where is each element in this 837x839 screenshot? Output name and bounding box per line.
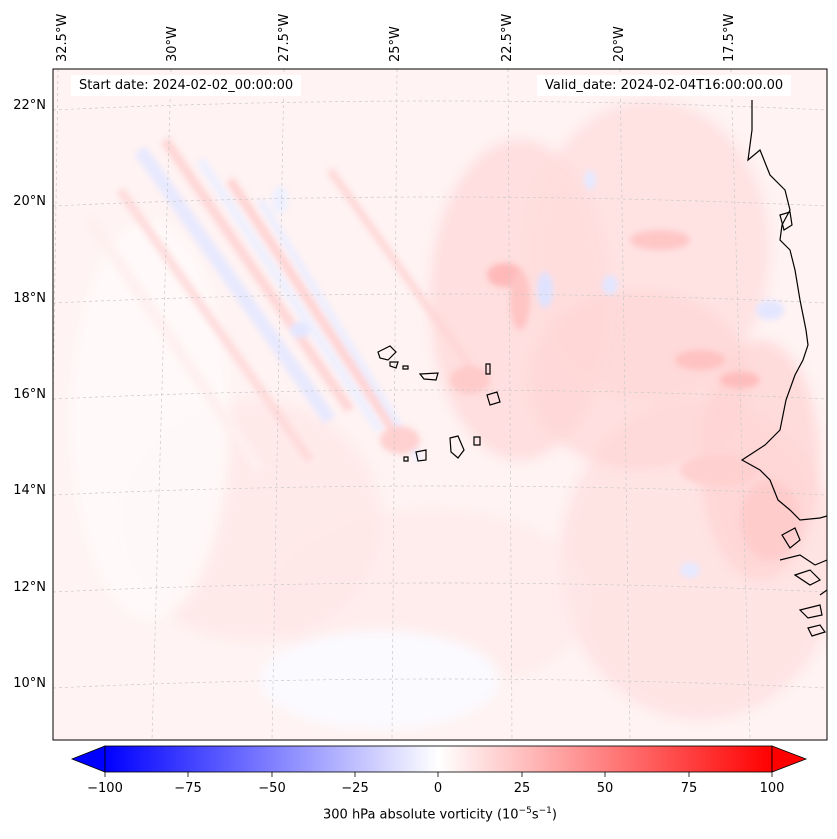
lon-label: 20°W bbox=[612, 26, 627, 62]
colorbar-tick: −50 bbox=[258, 781, 286, 796]
start-date-label: Start date: 2024-02-02_00:00:00 bbox=[71, 75, 302, 96]
valid-date-label: Valid_date: 2024-02-04T16:00:00.00 bbox=[537, 75, 792, 96]
lon-label: 17.5°W bbox=[722, 13, 737, 62]
colorbar-tick: 50 bbox=[596, 781, 614, 796]
graticule bbox=[53, 69, 827, 740]
colorbar bbox=[70, 745, 808, 777]
colorbar-tick: 0 bbox=[433, 781, 443, 796]
vorticity-field bbox=[53, 69, 827, 740]
lon-label: 32.5°W bbox=[55, 13, 70, 62]
lat-label: 12°N bbox=[13, 580, 46, 595]
lat-label: 16°N bbox=[13, 387, 46, 402]
colorbar-tick: −25 bbox=[341, 781, 369, 796]
lon-label: 27.5°W bbox=[277, 13, 292, 62]
lat-label: 10°N bbox=[13, 676, 46, 691]
colorbar-tick: −75 bbox=[174, 781, 202, 796]
lon-label: 25°W bbox=[388, 26, 403, 62]
lat-label: 22°N bbox=[13, 98, 46, 113]
lat-label: 20°N bbox=[13, 194, 46, 209]
lon-label: 22.5°W bbox=[500, 13, 515, 62]
colorbar-tick: 25 bbox=[513, 781, 531, 796]
colorbar-tick: 75 bbox=[680, 781, 698, 796]
colorbar-label: 300 hPa absolute vorticity (10−5s−1) bbox=[323, 806, 557, 823]
coastline bbox=[377, 100, 827, 637]
lon-label: 30°W bbox=[165, 26, 180, 62]
lat-label: 14°N bbox=[13, 483, 46, 498]
lat-label: 18°N bbox=[13, 291, 46, 306]
colorbar-tick: 100 bbox=[759, 781, 785, 796]
colorbar-tick: −100 bbox=[87, 781, 123, 796]
